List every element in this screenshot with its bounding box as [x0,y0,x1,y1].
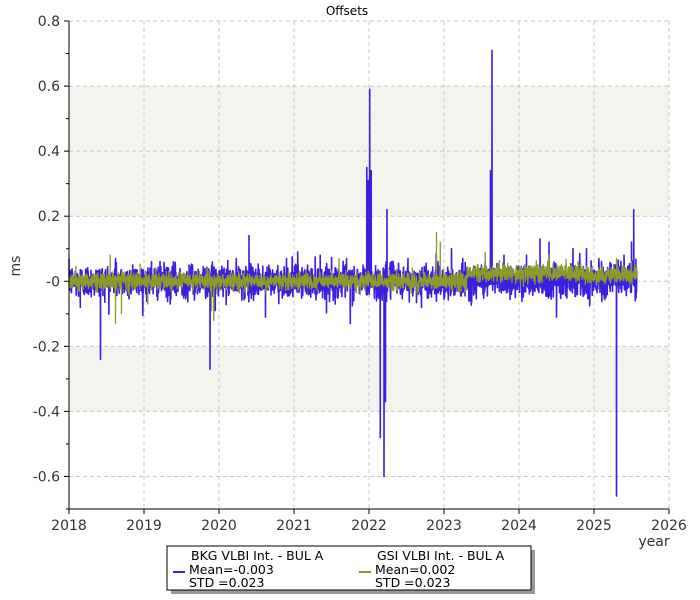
series-line-gsi [68,231,638,325]
legend-std: STD =0.023 [375,575,450,590]
legend-std: STD =0.023 [189,575,264,590]
x-tick-label: 2023 [426,518,462,534]
axes-layer: 0.8 0.6 0.4 0.2 -0 -0.2 -0.4 -0.6 2018 2019 2020 20… [33,14,687,534]
y-tick-label: -0.6 [33,469,60,485]
chart-title: Offsets [326,4,368,18]
y-tick-label: -0 [46,274,60,290]
grid-layer [69,20,670,509]
legend-mean: Mean=0.002 [375,562,455,577]
x-tick-label: 2021 [276,518,312,534]
y-tick-label: 0.6 [38,79,60,95]
legend-mean: Mean=-0.003 [189,562,274,577]
y-tick-label: 0.8 [38,14,60,30]
y-tick-label: -0.2 [33,339,60,355]
x-tick-label: 2026 [651,518,687,534]
series-layer [68,49,638,497]
legend-series-name: GSI VLBI Int. - BUL A [377,548,505,563]
y-tick-label: 0.4 [38,144,60,160]
legend-box [166,545,532,591]
legend-series-name: BKG VLBI Int. - BUL A [191,548,324,563]
x-tick-label: 2022 [351,518,387,534]
x-tick-label: 2019 [126,518,162,534]
x-tick-label: 2020 [201,518,237,534]
x-tick-label: 2024 [501,518,537,534]
y-tick-label: -0.4 [33,404,60,420]
x-axis-label: year [638,534,669,550]
y-tick-label: 0.2 [38,209,60,225]
y-axis-label: ms [8,256,24,277]
x-tick-label: 2025 [576,518,612,534]
x-tick-label: 2018 [51,518,87,534]
